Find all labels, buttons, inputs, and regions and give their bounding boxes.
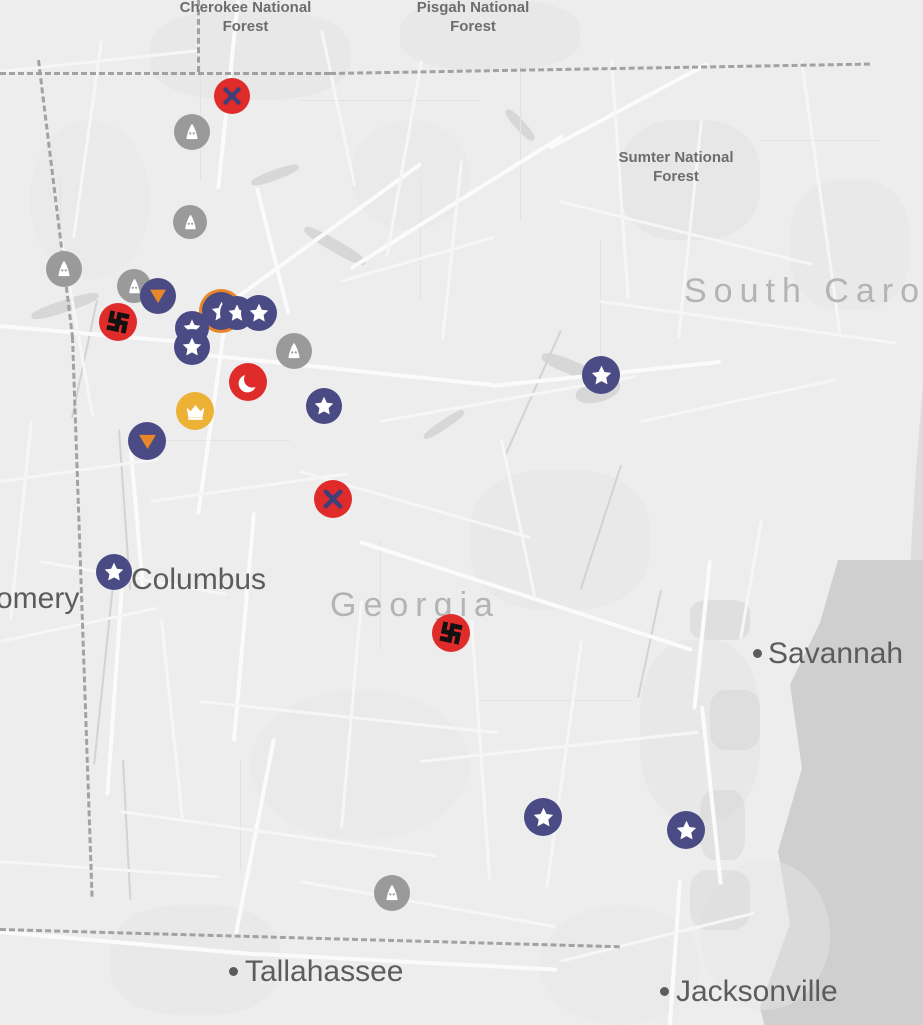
map-marker-star[interactable] — [174, 329, 210, 365]
map-marker-star[interactable] — [582, 356, 620, 394]
map-marker-triangle-down[interactable] — [140, 278, 176, 314]
star-icon — [313, 395, 335, 417]
map-marker-klan-hood[interactable] — [174, 114, 210, 150]
map-marker-swastika[interactable] — [99, 303, 137, 341]
klan-hood-icon — [181, 213, 200, 232]
map-marker-x-mark[interactable] — [314, 480, 352, 518]
map-marker-star[interactable] — [96, 554, 132, 590]
map-marker-triangle-down[interactable] — [128, 422, 166, 460]
map-marker-crescent[interactable] — [229, 363, 267, 401]
x-mark-icon — [321, 487, 345, 511]
triangle-down-icon — [148, 286, 168, 306]
map-marker-star[interactable] — [241, 295, 277, 331]
map-marker-klan-hood[interactable] — [46, 251, 82, 287]
map-marker-star[interactable] — [306, 388, 342, 424]
map-marker-klan-hood[interactable] — [374, 875, 410, 911]
klan-hood-icon — [182, 122, 202, 142]
city-dot-jacksonville — [660, 987, 669, 996]
klan-hood-icon — [382, 883, 402, 903]
crescent-icon — [237, 371, 260, 394]
x-mark-icon — [221, 85, 243, 107]
map-marker-star[interactable] — [524, 798, 562, 836]
klan-hood-icon — [54, 259, 74, 279]
star-icon — [590, 364, 613, 387]
star-icon — [532, 806, 555, 829]
map-marker-klan-hood[interactable] — [173, 205, 207, 239]
klan-hood-icon — [125, 277, 144, 296]
swastika-icon — [439, 621, 463, 645]
boundary-tn-ga — [0, 72, 330, 75]
star-icon — [675, 819, 698, 842]
city-dot-tallahassee — [229, 967, 238, 976]
map-marker-klan-hood[interactable] — [276, 333, 312, 369]
map-marker-swastika[interactable] — [432, 614, 470, 652]
crown-icon — [184, 400, 207, 423]
map-marker-crown[interactable] — [176, 392, 214, 430]
city-dot-savannah — [753, 649, 762, 658]
map-marker-star[interactable] — [667, 811, 705, 849]
swastika-icon — [106, 310, 130, 334]
triangle-down-icon — [137, 431, 158, 452]
klan-hood-icon — [284, 341, 304, 361]
map-marker-x-mark[interactable] — [214, 78, 250, 114]
star-icon — [103, 561, 125, 583]
star-icon — [248, 302, 270, 324]
star-icon — [181, 336, 203, 358]
